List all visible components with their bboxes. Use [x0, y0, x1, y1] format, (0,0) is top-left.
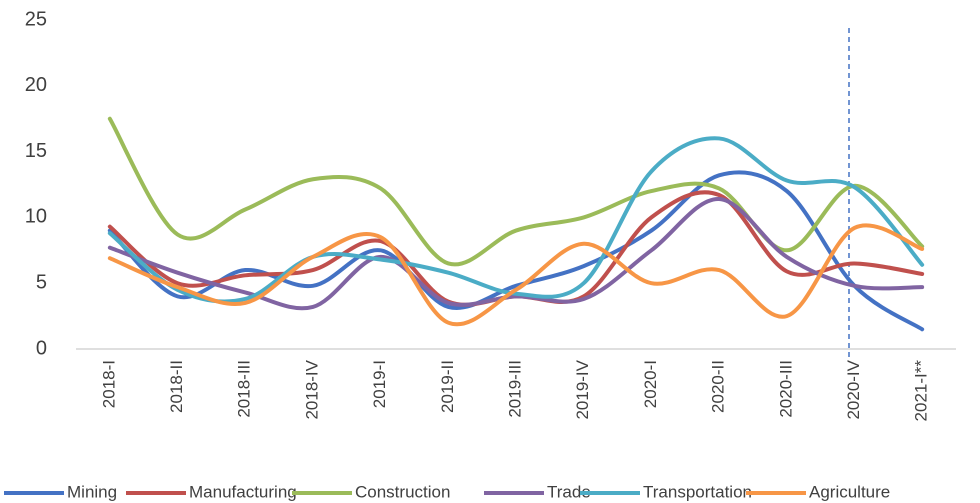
x-tick-label: 2018-I [99, 360, 118, 408]
x-tick-label: 2019-II [438, 360, 457, 413]
x-tick-label: 2020-I [641, 360, 660, 408]
series-line [107, 196, 925, 311]
x-tick-label: 2019-III [505, 360, 524, 418]
x-tick-label: 2021-I** [912, 360, 931, 422]
x-tick-label: 2020-IV [844, 359, 863, 419]
y-tick-label: 25 [25, 8, 47, 30]
y-tick-label: 15 [25, 140, 47, 162]
series-line [107, 170, 925, 332]
series-line [107, 223, 925, 327]
x-tick-label: 2019-I [370, 360, 389, 408]
x-tick-label: 2020-II [709, 360, 728, 413]
series-line [107, 136, 925, 304]
x-tick-label: 2018-IV [302, 359, 321, 419]
x-tick-label: 2019-IV [573, 359, 592, 419]
legend-label: Manufacturing [189, 482, 297, 501]
legend-label: Mining [67, 482, 117, 501]
x-tick-label: 2020-III [776, 360, 795, 418]
legend-label: Agriculture [809, 482, 890, 501]
y-tick-label: 5 [36, 271, 47, 293]
y-tick-label: 10 [25, 206, 47, 228]
y-tick-label: 0 [36, 337, 47, 359]
x-tick-label: 2018-III [235, 360, 254, 418]
legend-label: Trade [547, 482, 591, 501]
series-line [107, 116, 925, 267]
legend-label: Construction [355, 482, 450, 501]
y-tick-label: 20 [25, 74, 47, 96]
x-tick-label: 2018-II [167, 360, 186, 413]
legend-label: Transportation [643, 482, 752, 501]
